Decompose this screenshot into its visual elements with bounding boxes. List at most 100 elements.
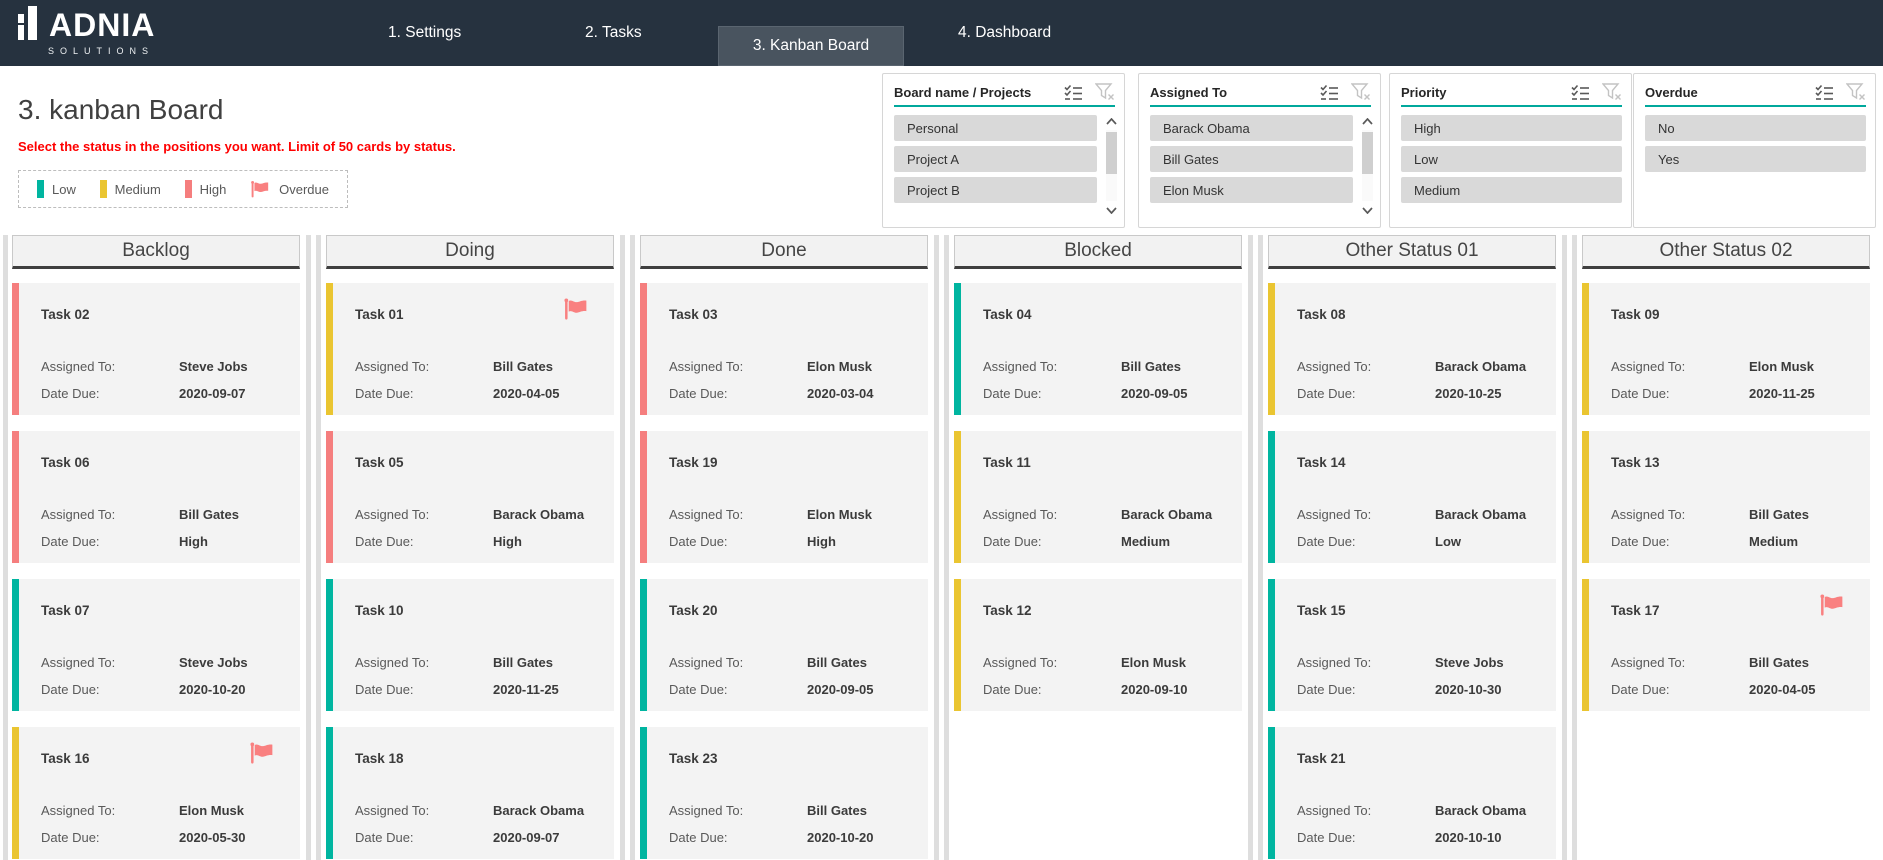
tab-label: 2. Tasks [585, 24, 642, 41]
task-title: Task 20 [669, 603, 718, 618]
tab-dashboard[interactable]: 4. Dashboard [958, 0, 1051, 66]
task-card: Task 07 Assigned To: Steve Jobs Date Due… [12, 579, 300, 711]
legend-label: Low [52, 181, 76, 197]
assigned-label: Assigned To: [41, 655, 116, 670]
assigned-value: Bill Gates [807, 803, 867, 818]
due-label: Date Due: [1297, 386, 1356, 401]
due-value: 2020-11-25 [493, 682, 559, 697]
multiselect-icon[interactable] [1064, 84, 1083, 101]
column-separator [1556, 235, 1582, 860]
due-label: Date Due: [41, 682, 100, 697]
due-label: Date Due: [983, 534, 1042, 549]
due-label: Date Due: [355, 682, 414, 697]
task-title: Task 14 [1297, 455, 1346, 470]
due-value: 2020-11-25 [1749, 386, 1815, 401]
due-value: 2020-10-25 [1435, 386, 1502, 401]
slicer-scrollbar [1104, 112, 1119, 219]
assigned-label: Assigned To: [1611, 359, 1686, 374]
page-subtitle: Select the status in the positions you w… [18, 139, 456, 154]
task-card: Task 11 Assigned To: Barack Obama Date D… [954, 431, 1242, 563]
slicer-item-elon-musk[interactable]: Elon Musk [1150, 177, 1353, 203]
due-label: Date Due: [1611, 386, 1670, 401]
column-header: Other Status 02 [1582, 235, 1870, 269]
slicer-item-bill-gates[interactable]: Bill Gates [1150, 146, 1353, 172]
slicer-item-project-a[interactable]: Project A [894, 146, 1097, 172]
due-value: 2020-04-05 [493, 386, 560, 401]
task-title: Task 02 [41, 307, 90, 322]
tab-settings[interactable]: 1. Settings [388, 0, 461, 66]
multiselect-icon[interactable] [1320, 84, 1339, 101]
due-value: 2020-05-30 [179, 830, 246, 845]
scroll-down-icon[interactable] [1360, 201, 1375, 219]
legend-label: High [199, 181, 227, 197]
column-header: Other Status 01 [1268, 235, 1556, 269]
slicer-item-barack-obama[interactable]: Barack Obama [1150, 115, 1353, 141]
assigned-label: Assigned To: [41, 803, 116, 818]
due-value: High [179, 534, 208, 549]
column-separator [614, 235, 640, 860]
scroll-up-icon[interactable] [1360, 112, 1375, 130]
column-separator [300, 235, 326, 860]
scroll-track[interactable] [1362, 130, 1373, 201]
due-value: Medium [1121, 534, 1171, 549]
due-label: Date Due: [41, 386, 100, 401]
due-value: 2020-10-30 [1435, 682, 1502, 697]
assigned-value: Bill Gates [1749, 655, 1809, 670]
scroll-thumb[interactable] [1362, 132, 1373, 174]
due-label: Date Due: [41, 534, 100, 549]
slicer-item-low[interactable]: Low [1401, 146, 1622, 172]
clear-filter-icon[interactable] [1351, 83, 1371, 101]
task-card: Task 13 Assigned To: Bill Gates Date Due… [1582, 431, 1870, 563]
legend-item: High [184, 180, 227, 198]
slicer-priority: Priority High Low Medium [1389, 73, 1632, 228]
task-title: Task 04 [983, 307, 1032, 322]
slicer-title: Assigned To [1150, 84, 1228, 100]
multiselect-icon[interactable] [1815, 84, 1834, 101]
due-value: 2020-03-04 [807, 386, 874, 401]
due-label: Date Due: [669, 386, 728, 401]
slicer-item-medium[interactable]: Medium [1401, 177, 1622, 203]
column-card-list: Task 02 Assigned To: Steve Jobs Date Due… [12, 283, 300, 859]
tab-tasks[interactable]: 2. Tasks [585, 0, 642, 66]
scroll-track[interactable] [1106, 130, 1117, 201]
assigned-value: Elon Musk [179, 803, 245, 818]
assigned-label: Assigned To: [669, 803, 744, 818]
slicer-item-yes[interactable]: Yes [1645, 146, 1866, 172]
due-value: Medium [1749, 534, 1799, 549]
slicer-item-list: High Low Medium [1401, 115, 1622, 203]
task-card: Task 14 Assigned To: Barack Obama Date D… [1268, 431, 1556, 563]
bar-chart-logo-icon [18, 6, 42, 42]
slicer-item-high[interactable]: High [1401, 115, 1622, 141]
task-title: Task 15 [1297, 603, 1346, 618]
task-card: Task 01 Assigned To: Bill Gates Date Due… [326, 283, 614, 415]
assigned-value: Elon Musk [807, 359, 873, 374]
clear-filter-icon[interactable] [1602, 83, 1622, 101]
assigned-label: Assigned To: [983, 655, 1058, 670]
assigned-label: Assigned To: [1611, 507, 1686, 522]
task-card: Task 20 Assigned To: Bill Gates Date Due… [640, 579, 928, 711]
tab-kanban-board[interactable]: 3. Kanban Board [718, 26, 904, 66]
scroll-up-icon[interactable] [1104, 112, 1119, 130]
task-card: Task 12 Assigned To: Elon Musk Date Due:… [954, 579, 1242, 711]
assigned-label: Assigned To: [669, 655, 744, 670]
clear-filter-icon[interactable] [1846, 83, 1866, 101]
clear-filter-icon[interactable] [1095, 83, 1115, 101]
due-label: Date Due: [669, 830, 728, 845]
assigned-value: Barack Obama [493, 803, 585, 818]
multiselect-icon[interactable] [1571, 84, 1590, 101]
task-title: Task 09 [1611, 307, 1660, 322]
task-card: Task 17 Assigned To: Bill Gates Date Due… [1582, 579, 1870, 711]
overdue-flag-icon [564, 298, 587, 320]
scroll-down-icon[interactable] [1104, 201, 1119, 219]
overdue-flag-icon [250, 742, 273, 764]
task-title: Task 10 [355, 603, 404, 618]
assigned-label: Assigned To: [355, 655, 430, 670]
scroll-thumb[interactable] [1106, 132, 1117, 174]
tab-label: 4. Dashboard [958, 24, 1052, 41]
slicer-item-personal[interactable]: Personal [894, 115, 1097, 141]
task-title: Task 01 [355, 307, 404, 322]
column-separator [1242, 235, 1268, 860]
column-card-list: Task 03 Assigned To: Elon Musk Date Due:… [640, 283, 928, 859]
slicer-item-project-b[interactable]: Project B [894, 177, 1097, 203]
slicer-item-no[interactable]: No [1645, 115, 1866, 141]
